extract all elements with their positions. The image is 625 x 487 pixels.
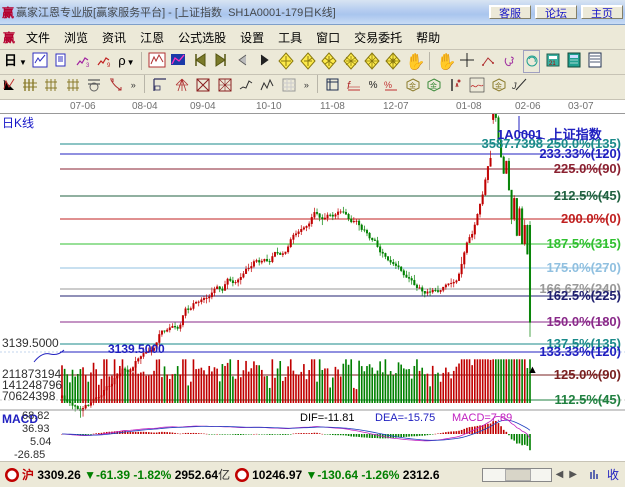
svg-text:9: 9 [107,63,111,68]
svg-text:3: 3 [86,63,90,68]
svg-text:金: 金 [430,81,437,90]
svg-text:%: % [384,80,392,90]
svg-text:21: 21 [549,61,556,67]
svg-text:金: 金 [409,81,416,90]
svg-text:金: 金 [495,81,502,90]
